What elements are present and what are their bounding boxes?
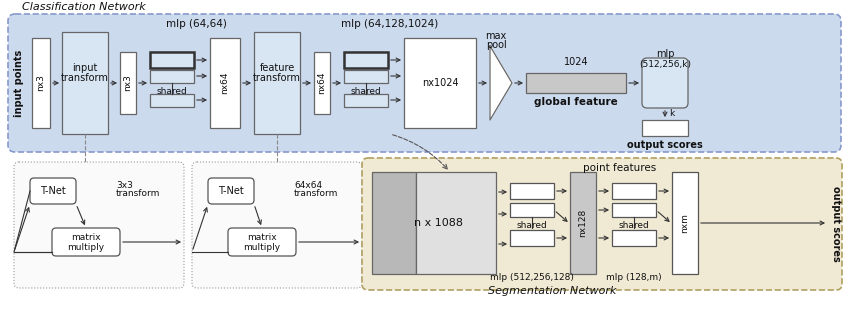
FancyBboxPatch shape bbox=[672, 172, 698, 274]
Text: mlp (128,m): mlp (128,m) bbox=[606, 274, 662, 283]
FancyBboxPatch shape bbox=[228, 228, 296, 256]
Text: transform: transform bbox=[61, 73, 109, 83]
Text: shared: shared bbox=[351, 88, 381, 96]
FancyBboxPatch shape bbox=[404, 38, 476, 128]
FancyBboxPatch shape bbox=[120, 52, 136, 114]
FancyBboxPatch shape bbox=[642, 58, 688, 108]
Text: nx1024: nx1024 bbox=[422, 78, 458, 88]
FancyBboxPatch shape bbox=[344, 52, 388, 68]
FancyBboxPatch shape bbox=[210, 38, 240, 128]
FancyBboxPatch shape bbox=[510, 203, 554, 217]
Text: global feature: global feature bbox=[534, 97, 618, 107]
FancyBboxPatch shape bbox=[254, 32, 300, 134]
Text: input points: input points bbox=[14, 49, 24, 117]
Text: input: input bbox=[73, 63, 97, 73]
FancyBboxPatch shape bbox=[62, 32, 108, 134]
Text: transform: transform bbox=[116, 189, 161, 198]
Text: transform: transform bbox=[294, 189, 339, 198]
Text: nx128: nx128 bbox=[579, 209, 587, 237]
Text: pool: pool bbox=[486, 40, 506, 50]
FancyBboxPatch shape bbox=[208, 178, 254, 204]
Text: feature: feature bbox=[259, 63, 295, 73]
Text: point features: point features bbox=[583, 163, 657, 173]
Text: max: max bbox=[486, 31, 507, 41]
Text: 64x64: 64x64 bbox=[294, 181, 322, 189]
Text: mlp (64,64): mlp (64,64) bbox=[166, 19, 227, 29]
Text: nxm: nxm bbox=[681, 213, 689, 233]
FancyBboxPatch shape bbox=[344, 94, 388, 107]
Text: mlp (512,256,128): mlp (512,256,128) bbox=[490, 274, 574, 283]
FancyBboxPatch shape bbox=[612, 183, 656, 199]
Polygon shape bbox=[490, 46, 512, 120]
FancyBboxPatch shape bbox=[150, 70, 194, 83]
FancyBboxPatch shape bbox=[150, 52, 194, 68]
Text: multiply: multiply bbox=[68, 244, 104, 253]
Text: T-Net: T-Net bbox=[218, 186, 244, 196]
FancyBboxPatch shape bbox=[344, 52, 388, 68]
FancyBboxPatch shape bbox=[192, 162, 362, 288]
Text: multiply: multiply bbox=[244, 244, 280, 253]
FancyBboxPatch shape bbox=[14, 162, 184, 288]
Text: output scores: output scores bbox=[831, 186, 841, 262]
Text: mlp: mlp bbox=[656, 49, 675, 59]
FancyBboxPatch shape bbox=[372, 172, 416, 274]
FancyBboxPatch shape bbox=[526, 73, 626, 93]
Text: Classification Network: Classification Network bbox=[22, 2, 145, 12]
Text: output scores: output scores bbox=[627, 140, 703, 150]
FancyBboxPatch shape bbox=[362, 158, 842, 290]
Text: matrix: matrix bbox=[71, 233, 101, 243]
Text: nx3: nx3 bbox=[123, 74, 133, 91]
FancyBboxPatch shape bbox=[612, 203, 656, 217]
Text: mlp (64,128,1024): mlp (64,128,1024) bbox=[341, 19, 439, 29]
Text: nx3: nx3 bbox=[37, 74, 45, 91]
FancyBboxPatch shape bbox=[150, 52, 194, 68]
FancyBboxPatch shape bbox=[314, 52, 330, 114]
Text: transform: transform bbox=[253, 73, 301, 83]
FancyBboxPatch shape bbox=[510, 183, 554, 199]
FancyBboxPatch shape bbox=[642, 120, 688, 136]
Text: nx64: nx64 bbox=[317, 72, 327, 94]
Text: n x 1088: n x 1088 bbox=[414, 218, 463, 228]
FancyBboxPatch shape bbox=[510, 230, 554, 246]
FancyBboxPatch shape bbox=[416, 172, 496, 274]
Text: shared: shared bbox=[619, 222, 650, 230]
FancyBboxPatch shape bbox=[52, 228, 120, 256]
Text: (512,256,k): (512,256,k) bbox=[639, 59, 691, 69]
FancyBboxPatch shape bbox=[150, 94, 194, 107]
FancyBboxPatch shape bbox=[8, 14, 841, 152]
Text: Segmentation Network: Segmentation Network bbox=[487, 286, 616, 296]
FancyBboxPatch shape bbox=[30, 178, 76, 204]
FancyBboxPatch shape bbox=[570, 172, 596, 274]
FancyBboxPatch shape bbox=[344, 70, 388, 83]
Text: shared: shared bbox=[516, 222, 547, 230]
Text: T-Net: T-Net bbox=[40, 186, 66, 196]
Text: shared: shared bbox=[156, 88, 187, 96]
Text: 1024: 1024 bbox=[563, 57, 588, 67]
FancyBboxPatch shape bbox=[32, 38, 50, 128]
Text: k: k bbox=[669, 110, 675, 119]
Text: nx64: nx64 bbox=[221, 72, 229, 94]
FancyBboxPatch shape bbox=[612, 230, 656, 246]
Text: 3x3: 3x3 bbox=[116, 181, 133, 189]
Text: matrix: matrix bbox=[247, 233, 277, 243]
